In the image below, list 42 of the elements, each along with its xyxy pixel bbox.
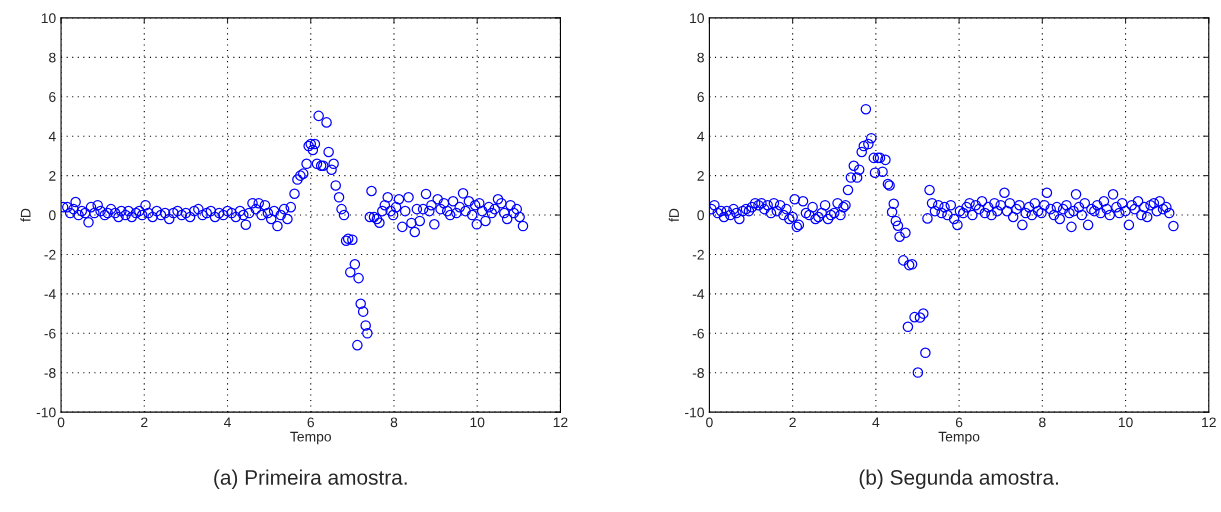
x-tick-label: 8 — [390, 417, 398, 428]
y-tick-label: 6 — [49, 92, 56, 102]
text: (a) Primeira amostra. — [214, 469, 407, 489]
y-tick-label: 8 — [697, 52, 704, 63]
text: (b) Segunda amostra. — [859, 469, 1058, 489]
y-tick-label: 2 — [49, 170, 56, 181]
y-tick-label: -2 — [692, 249, 704, 260]
x-tick-label: 10 — [470, 417, 485, 428]
y-tick-label: -4 — [692, 289, 705, 299]
x-tick-label: 10 — [1118, 417, 1133, 428]
x-axis-title: Tempo — [938, 431, 980, 445]
y-tick-label: -10 — [685, 407, 704, 418]
y-tick-label: 10 — [690, 13, 704, 24]
y-tick-label: -10 — [36, 407, 56, 418]
x-tick-label: 8 — [1039, 417, 1046, 428]
x-tick-label: 2 — [789, 417, 796, 428]
y-tick-label: 0 — [49, 210, 56, 221]
x-tick-label: 2 — [141, 417, 148, 428]
x-tick-label: 6 — [955, 417, 963, 428]
x-tick-label: 12 — [553, 417, 568, 428]
x-tick-label: 4 — [872, 417, 880, 428]
y-tick-label: 2 — [697, 170, 704, 181]
y-tick-label: 4 — [697, 131, 705, 142]
y-tick-label: -6 — [44, 328, 56, 339]
x-tick-label: 0 — [706, 417, 713, 428]
y-tick-label: -2 — [44, 249, 56, 260]
y-tick-label: -4 — [44, 289, 56, 299]
x-tick-label: 6 — [307, 417, 314, 428]
y-tick-label: -6 — [692, 328, 704, 339]
y-tick-label: -8 — [44, 368, 56, 378]
y-tick-label: 6 — [697, 92, 704, 102]
x-axis-title: Tempo — [290, 431, 331, 445]
x-tick-label: 0 — [57, 417, 65, 428]
y-tick-label: 8 — [49, 52, 56, 63]
y-tick-label: -8 — [692, 368, 704, 378]
y-tick-label: 4 — [48, 131, 56, 142]
y-axis-title: fD — [668, 208, 679, 222]
y-tick-label: 10 — [41, 13, 56, 24]
y-axis-title: fD — [20, 208, 31, 222]
x-tick-label: 4 — [223, 417, 231, 428]
y-tick-label: 0 — [697, 210, 704, 221]
x-tick-label: 12 — [1202, 417, 1216, 428]
